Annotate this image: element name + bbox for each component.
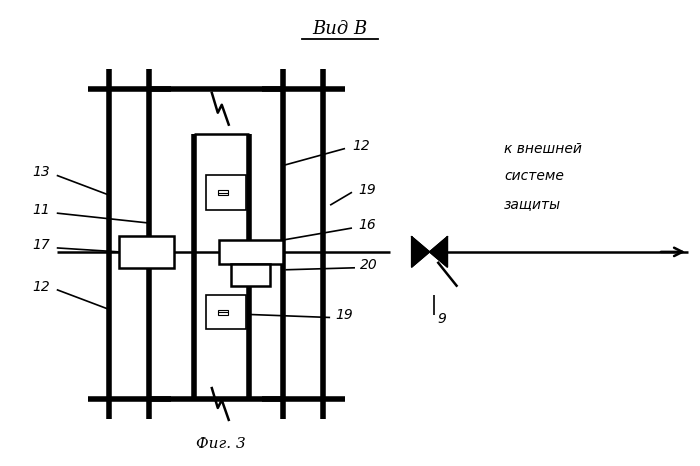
Text: к внешней: к внешней (504, 142, 582, 156)
Text: 12: 12 (352, 138, 370, 152)
Text: защиты: защиты (504, 197, 561, 211)
Polygon shape (412, 237, 430, 267)
Text: 12: 12 (32, 280, 50, 294)
Text: 17: 17 (32, 238, 50, 252)
Text: 19: 19 (358, 183, 376, 197)
Bar (120, 236, 174, 268)
Text: 16: 16 (358, 218, 376, 232)
Bar (206, 175, 246, 210)
Bar (231, 264, 270, 286)
Text: 13: 13 (32, 165, 50, 179)
Text: 19: 19 (335, 308, 353, 322)
Text: 20: 20 (360, 258, 378, 272)
Text: 9: 9 (438, 313, 447, 327)
Bar (218, 309, 228, 315)
Polygon shape (430, 237, 447, 267)
Bar (206, 295, 246, 329)
Bar (218, 190, 228, 195)
Text: 11: 11 (32, 203, 50, 217)
Text: системе: системе (504, 169, 564, 183)
Text: Фиг. 3: Фиг. 3 (196, 437, 246, 451)
Text: Вид В: Вид В (312, 20, 368, 38)
Bar (219, 240, 284, 264)
